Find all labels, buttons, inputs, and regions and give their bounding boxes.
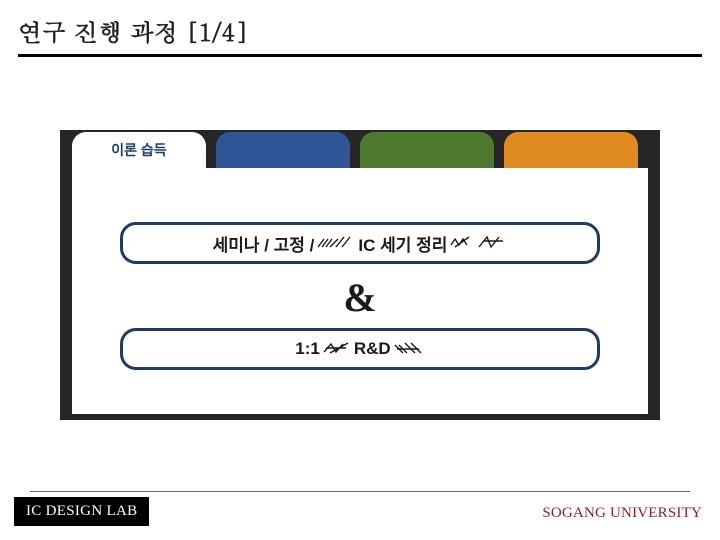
tab-step-2	[216, 132, 350, 168]
garbled-glyph-icon	[393, 341, 425, 357]
slide: 연구 진행 과정 [1/4] 이론 습득 세미나 / 고정 / IC 세기 정리…	[0, 0, 720, 540]
footer-right-u: U	[610, 505, 621, 521]
process-tabs: 이론 습득	[72, 132, 638, 168]
tab-step-4	[504, 132, 638, 168]
bullet-row-2: 1:1 R&D	[120, 328, 600, 370]
row1-mid: IC 세기 정리	[358, 231, 447, 256]
tab-step-3	[360, 132, 494, 168]
garbled-glyph-icon	[449, 235, 475, 251]
bullet-row-1-text: 세미나 / 고정 / IC 세기 정리	[213, 231, 508, 256]
tab-step-1: 이론 습득	[72, 132, 206, 168]
footer-right-ogang: OGANG	[551, 505, 610, 521]
footer-divider	[30, 491, 690, 492]
page-title: 연구 진행 과정 [1/4]	[18, 14, 702, 48]
row2-prefix: 1:1	[295, 339, 320, 359]
bullet-row-1: 세미나 / 고정 / IC 세기 정리	[120, 222, 600, 264]
footer-lab-name: IC DESIGN LAB	[14, 497, 149, 526]
garbled-glyph-icon	[316, 235, 356, 251]
footer-university: SOGANG UNIVERSITY	[542, 505, 702, 522]
footer-right-s: S	[542, 505, 551, 521]
row1-prefix: 세미나 / 고정 /	[213, 231, 315, 256]
tab-step-1-label: 이론 습득	[111, 140, 166, 160]
footer-right-niv: NIVERSITY	[621, 505, 702, 521]
title-area: 연구 진행 과정 [1/4]	[0, 0, 720, 63]
bullet-row-2-text: 1:1 R&D	[295, 339, 424, 359]
row2-mid: R&D	[354, 339, 391, 359]
title-underline	[18, 54, 702, 57]
garbled-glyph-icon	[477, 235, 507, 251]
ampersand-separator: &	[0, 274, 720, 321]
garbled-glyph-icon	[322, 341, 352, 357]
